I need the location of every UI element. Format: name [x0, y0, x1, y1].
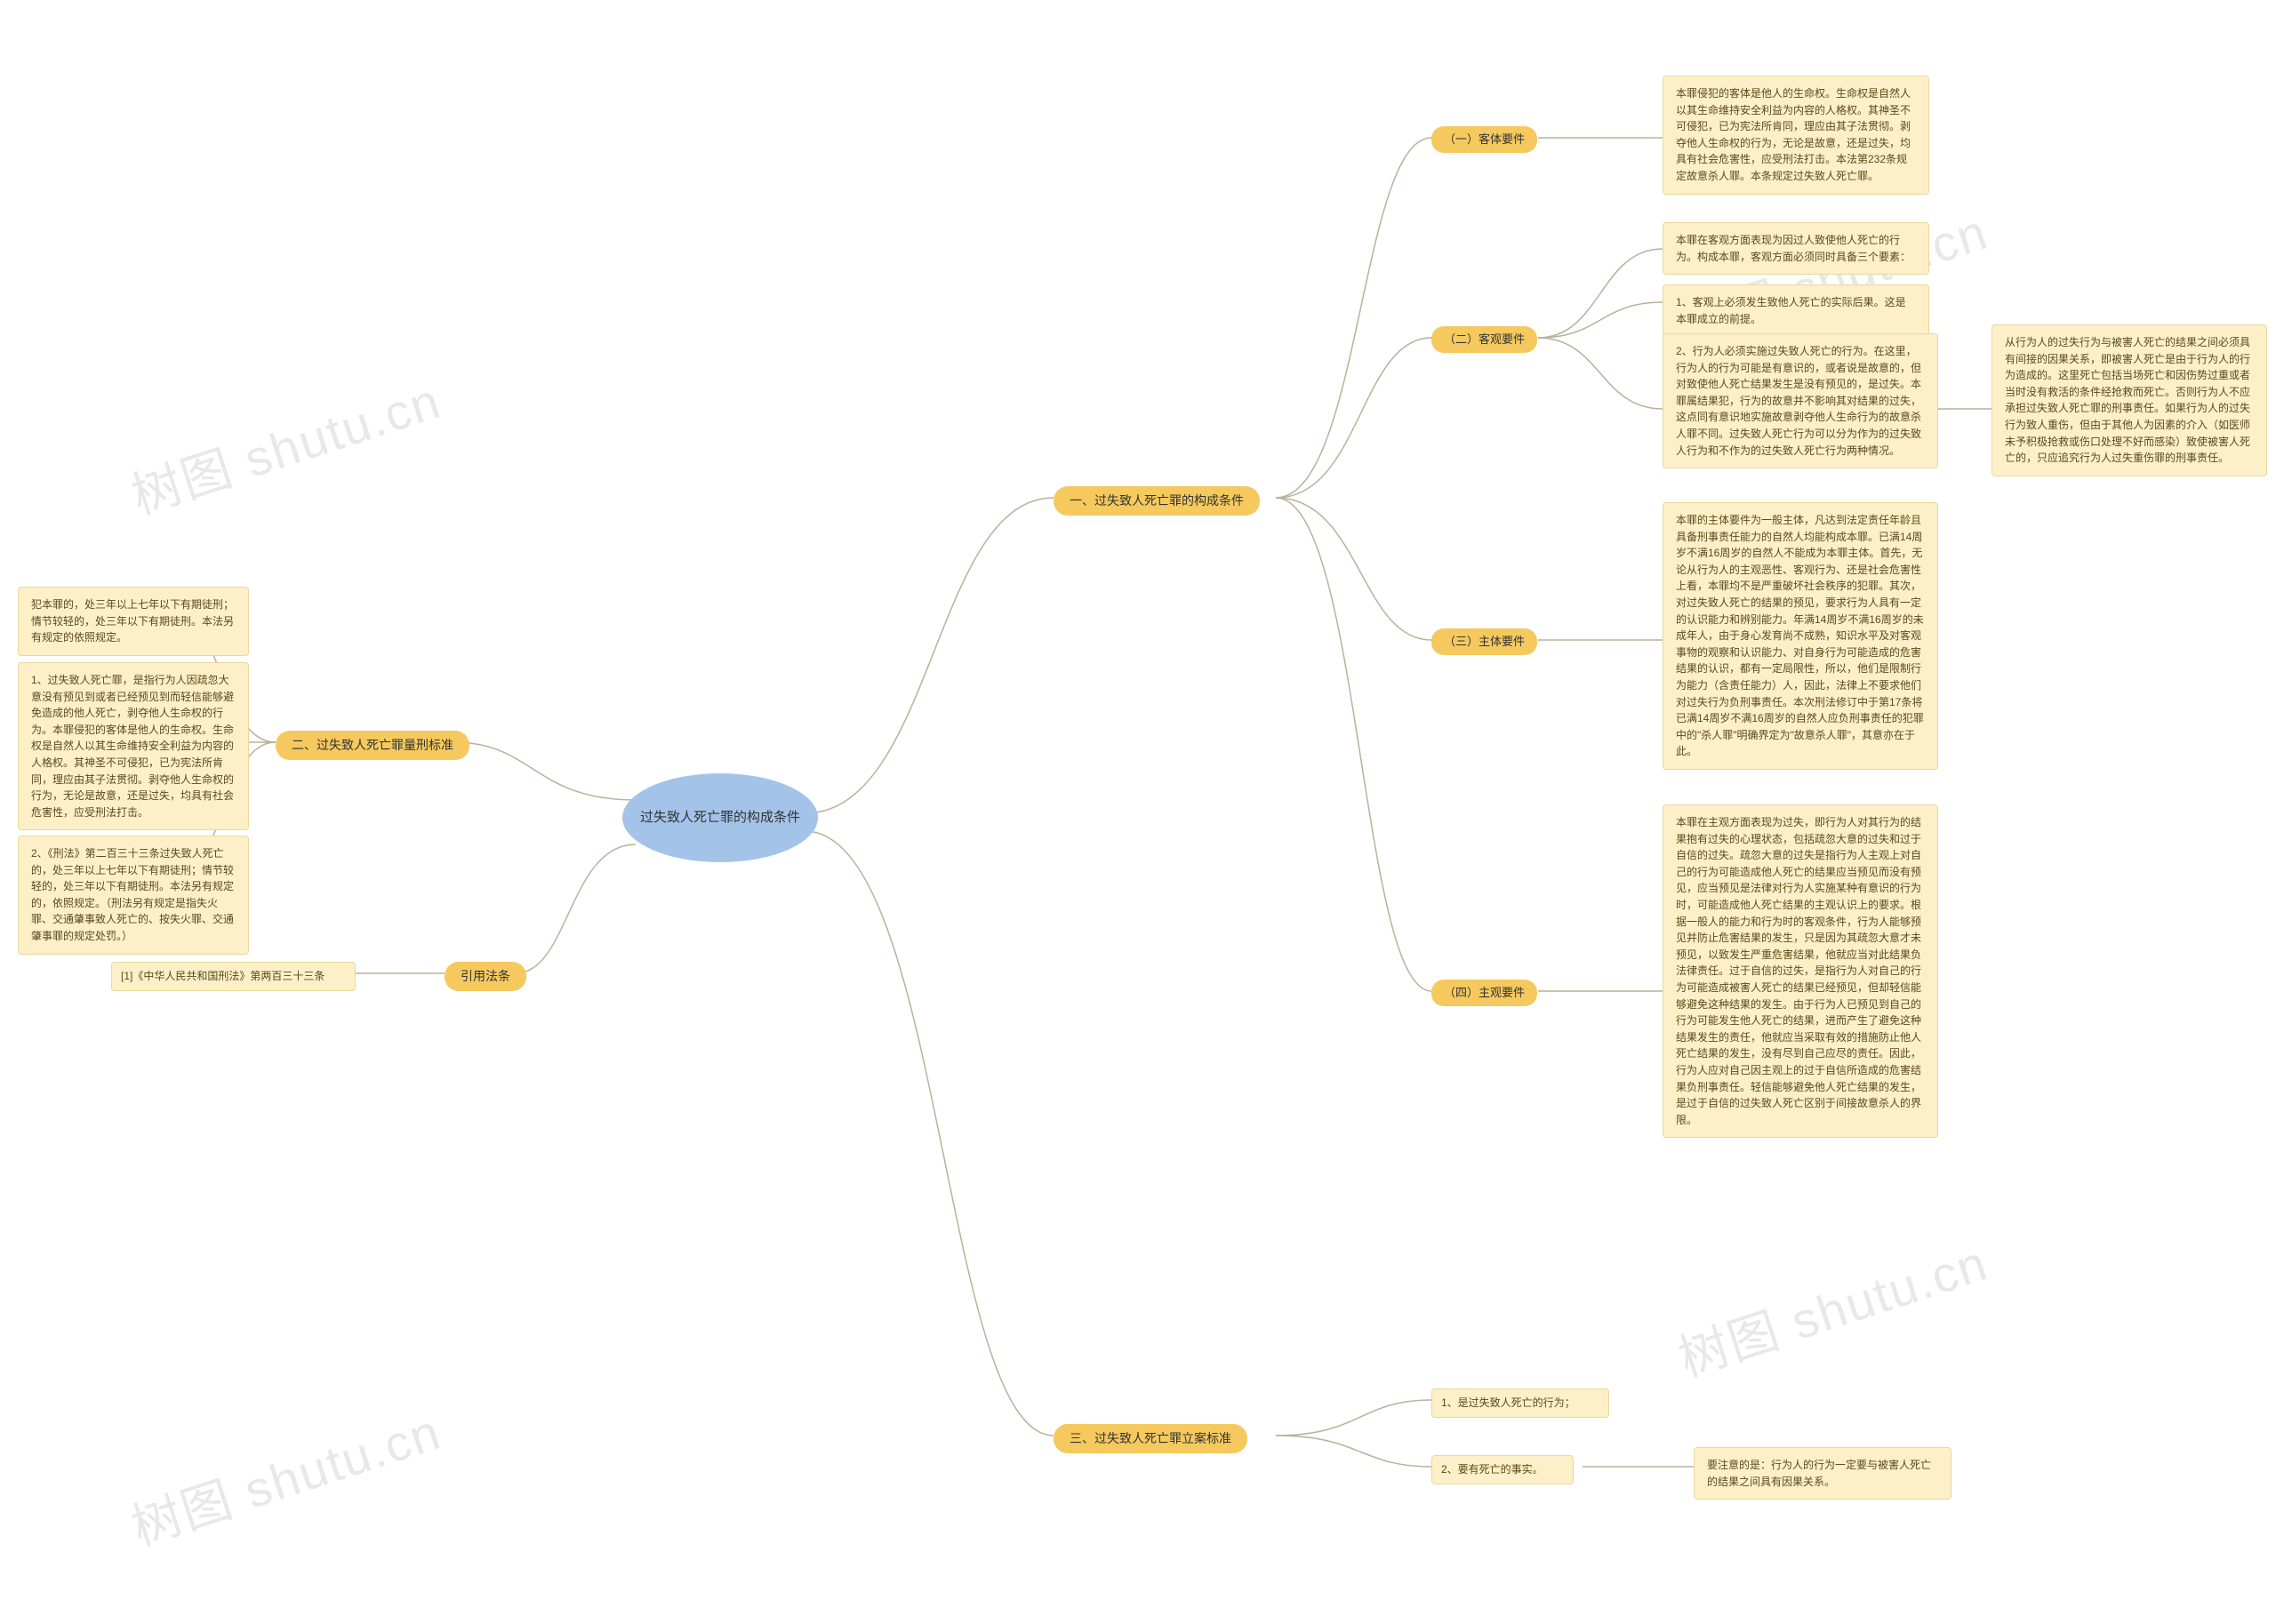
- leaf-subject-text: 本罪的主体要件为一般主体，凡达到法定责任年龄且具备刑事责任能力的自然人均能构成本…: [1663, 502, 1938, 770]
- leaf-objective-d: 从行为人的过失行为与被害人死亡的结果之间必须具有间接的因果关系，即被害人死亡是由…: [1992, 324, 2267, 476]
- sub-objective: （二）客观要件: [1431, 326, 1537, 353]
- leaf-sentencing-1: 犯本罪的，处三年以上七年以下有期徒刑；情节较轻的，处三年以下有期徒刑。本法另有规…: [18, 587, 249, 656]
- watermark: 树图 shutu.cn: [121, 361, 449, 529]
- sub-subject: （三）主体要件: [1431, 628, 1537, 655]
- sub-object: （一）客体要件: [1431, 126, 1537, 153]
- watermark: 树图 shutu.cn: [121, 1392, 449, 1560]
- sub-subjective: （四）主观要件: [1431, 980, 1537, 1006]
- sub-case-2: 2、要有死亡的事实。: [1431, 1455, 1574, 1484]
- watermark: 树图 shutu.cn: [1668, 1223, 1996, 1391]
- sub-case-1: 1、是过失致人死亡的行为；: [1431, 1388, 1609, 1418]
- branch-1: 一、过失致人死亡罪的构成条件: [1054, 486, 1260, 516]
- leaf-objective-a: 本罪在客观方面表现为因过人致使他人死亡的行为。构成本罪，客观方面必须同时具备三个…: [1663, 222, 1929, 275]
- branch-2: 二、过失致人死亡罪量刑标准: [276, 731, 469, 760]
- leaf-citation: [1]《中华人民共和国刑法》第两百三十三条: [111, 962, 356, 991]
- branch-3: 引用法条: [445, 962, 526, 991]
- leaf-case-note: 要注意的是：行为人的行为一定要与被害人死亡的结果之间具有因果关系。: [1694, 1447, 1951, 1500]
- leaf-objective-c: 2、行为人必须实施过失致人死亡的行为。在这里，行为人的行为可能是有意识的，或者说…: [1663, 333, 1938, 468]
- leaf-subjective-text: 本罪在主观方面表现为过失，即行为人对其行为的结果抱有过失的心理状态，包括疏忽大意…: [1663, 804, 1938, 1138]
- root-node: 过失致人死亡罪的构成条件: [622, 773, 818, 862]
- leaf-sentencing-2: 1、过失致人死亡罪，是指行为人因疏忽大意没有预见到或者已经预见到而轻信能够避免造…: [18, 662, 249, 830]
- leaf-object-text: 本罪侵犯的客体是他人的生命权。生命权是自然人以其生命维持安全利益为内容的人格权。…: [1663, 76, 1929, 195]
- leaf-sentencing-3: 2、《刑法》第二百三十三条过失致人死亡的，处三年以上七年以下有期徒刑；情节较轻的…: [18, 836, 249, 955]
- branch-4: 三、过失致人死亡罪立案标准: [1054, 1424, 1247, 1453]
- leaf-objective-b: 1、客观上必须发生致他人死亡的实际后果。这是本罪成立的前提。: [1663, 284, 1929, 337]
